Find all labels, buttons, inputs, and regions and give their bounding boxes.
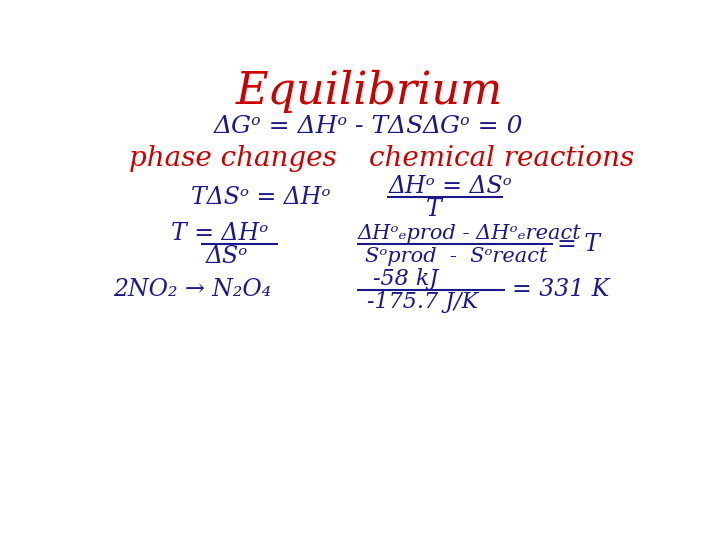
Text: = 331 K: = 331 K: [513, 278, 610, 301]
Text: ΔHᵒ = ΔSᵒ: ΔHᵒ = ΔSᵒ: [388, 175, 512, 198]
Text: -175.7 J/K: -175.7 J/K: [366, 291, 478, 313]
Text: ΔHᵒₑprod - ΔHᵒₑreact: ΔHᵒₑprod - ΔHᵒₑreact: [357, 224, 581, 243]
Text: = T: = T: [557, 233, 600, 256]
Text: Equilibrium: Equilibrium: [235, 70, 503, 113]
Text: ΔGᵒ = 0: ΔGᵒ = 0: [423, 115, 523, 138]
Text: 2NO₂ → N₂O₄: 2NO₂ → N₂O₄: [113, 278, 271, 301]
Text: Sᵒprod  -  Sᵒreact: Sᵒprod - Sᵒreact: [365, 247, 547, 266]
Text: ΔSᵒ: ΔSᵒ: [206, 245, 248, 268]
Text: ΔGᵒ = ΔHᵒ - TΔS: ΔGᵒ = ΔHᵒ - TΔS: [214, 115, 424, 138]
Text: chemical reactions: chemical reactions: [369, 145, 634, 172]
Text: phase changes: phase changes: [129, 145, 336, 172]
Text: T = ΔHᵒ: T = ΔHᵒ: [171, 222, 269, 245]
Text: TΔSᵒ = ΔHᵒ: TΔSᵒ = ΔHᵒ: [191, 186, 330, 209]
Text: T: T: [426, 198, 441, 221]
Text: -58 kJ: -58 kJ: [373, 268, 438, 290]
